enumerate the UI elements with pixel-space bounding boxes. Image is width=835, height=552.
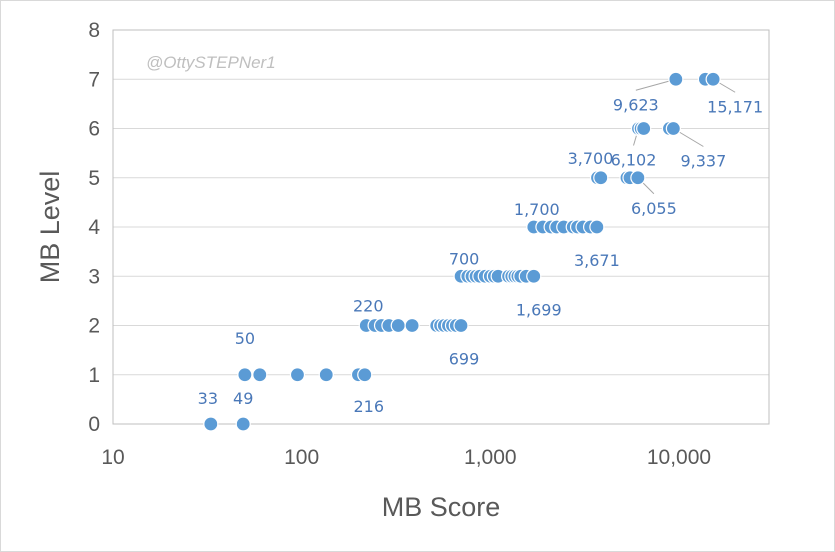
data-point <box>630 170 646 186</box>
data-point <box>593 170 609 186</box>
data-label: 1,700 <box>514 200 560 219</box>
data-label: 6,102 <box>611 151 657 170</box>
data-label: 15,171 <box>707 97 763 116</box>
x-tick-label: 1,000 <box>464 446 517 469</box>
x-axis-ticks: 10 100 1,000 10,000 <box>101 446 711 469</box>
y-tick-label: 4 <box>88 216 100 239</box>
data-point <box>665 120 681 137</box>
data-label: 700 <box>449 249 480 268</box>
x-tick-label: 100 <box>284 446 319 469</box>
data-point <box>453 317 469 334</box>
data-point <box>252 367 268 383</box>
data-label: 220 <box>353 297 384 316</box>
y-tick-label: 7 <box>88 68 100 91</box>
data-points <box>203 71 721 432</box>
data-point <box>357 367 373 383</box>
data-point <box>526 268 542 284</box>
y-tick-label: 0 <box>88 413 100 436</box>
data-label: 9,337 <box>680 152 726 171</box>
data-label: 50 <box>235 329 255 348</box>
y-tick-label: 6 <box>88 118 100 141</box>
x-tick-label: 10 <box>101 446 124 469</box>
data-point <box>390 317 406 334</box>
data-label: 6,055 <box>631 199 677 218</box>
y-tick-label: 2 <box>88 315 100 338</box>
data-label: 33 <box>198 389 218 408</box>
data-point <box>289 367 306 383</box>
data-label: 1,699 <box>516 300 562 319</box>
y-tick-label: 5 <box>88 167 100 190</box>
data-label: 9,623 <box>613 95 659 114</box>
y-tick-label: 3 <box>88 265 100 288</box>
data-point <box>705 71 721 87</box>
data-point <box>203 416 219 432</box>
y-tick-label: 8 <box>88 19 100 42</box>
data-label: 3,671 <box>574 251 620 270</box>
x-tick-label: 10,000 <box>647 446 711 469</box>
y-axis-title: MB Level <box>35 171 65 284</box>
data-label: 216 <box>353 397 384 416</box>
data-point <box>404 317 420 334</box>
data-label: 699 <box>449 350 480 369</box>
data-point <box>668 71 684 87</box>
watermark: @OttySTEPNer1 <box>146 53 276 72</box>
y-axis-ticks: 0 1 2 3 4 5 6 7 8 <box>88 19 100 436</box>
data-point <box>318 367 334 383</box>
data-point <box>235 416 251 432</box>
plot-area <box>112 29 770 425</box>
data-labels: 33 49 50 220 216 700 699 1,700 1,699 3,700 3,671 6,… <box>198 95 763 416</box>
gridlines <box>113 29 769 425</box>
data-point <box>636 120 652 137</box>
data-point <box>589 219 605 235</box>
data-label: 49 <box>233 389 253 408</box>
x-axis-title: MB Score <box>382 492 501 522</box>
data-label: 3,700 <box>568 149 614 168</box>
y-tick-label: 1 <box>88 364 100 387</box>
data-point <box>237 367 253 383</box>
